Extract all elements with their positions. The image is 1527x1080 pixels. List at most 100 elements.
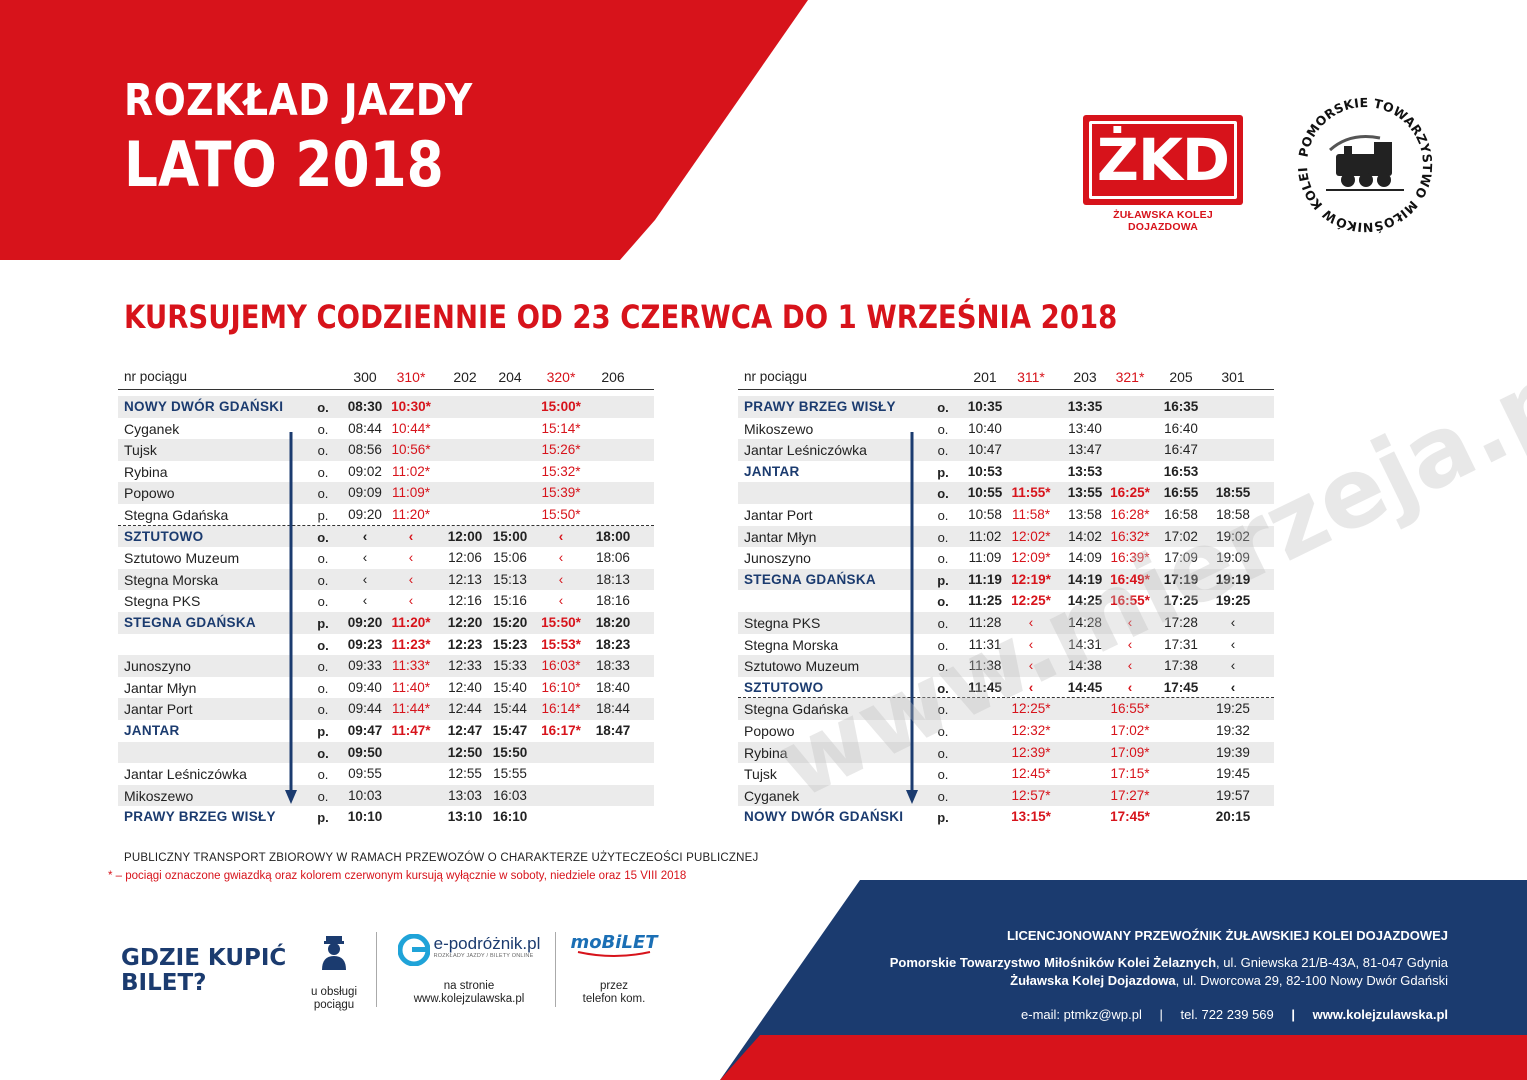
station-name: NOWY DWÓR GDAŃSKI <box>124 399 284 414</box>
arrival-departure-marker: o. <box>937 551 949 567</box>
time-cell: ‹ <box>1127 679 1133 695</box>
where-to-buy-line1: GDZIE KUPIĆ <box>121 945 287 971</box>
time-cell: 11:02 <box>968 528 1002 544</box>
time-cell: 11:38 <box>968 658 1002 674</box>
time-cell: 16:03* <box>541 658 581 674</box>
timetable-row: Cyganek o. 08:44 10:44* 15:14* <box>118 418 654 440</box>
time-cell: 17:15* <box>1110 766 1150 782</box>
page-title-line1: ROZKŁAD JAZDY <box>124 75 473 126</box>
time-cell: 11:23* <box>391 636 431 652</box>
arrival-departure-marker: o. <box>937 659 949 675</box>
time-cell: 12:16 <box>448 593 482 609</box>
time-cell: 16:39* <box>1110 550 1150 566</box>
time-cell: 14:19 <box>1067 571 1103 587</box>
time-cell: 19:32 <box>1216 722 1250 738</box>
time-cell: 16:03 <box>493 787 527 803</box>
time-cell: 13:35 <box>1067 399 1103 414</box>
arrival-departure-marker: o. <box>317 788 329 804</box>
train-number-203: 203 <box>1073 369 1097 385</box>
timetable-right-header: nr pociągu 201 311* 203 321* 205 301 <box>738 364 1274 390</box>
train-number-310: 310* <box>396 369 426 385</box>
time-cell: 15:44 <box>493 701 527 717</box>
train-number-321: 321* <box>1115 369 1145 385</box>
time-cell: 15:33 <box>493 658 527 674</box>
time-cell: 13:40 <box>1068 420 1102 436</box>
time-cell: 17:02 <box>1164 528 1198 544</box>
time-cell: ‹ <box>558 550 564 566</box>
timetable-row: Tujsk o. 12:45* 17:15* 19:45 <box>738 763 1274 785</box>
time-cell: ‹ <box>1127 658 1133 674</box>
time-cell: ‹ <box>408 593 414 609</box>
time-cell: 15:50* <box>541 506 581 522</box>
time-cell: 10:47 <box>968 442 1002 458</box>
time-cell: 19:02 <box>1216 528 1250 544</box>
epodroznik-line2[interactable]: www.kolejzulawska.pl <box>413 993 525 1005</box>
station-name: NOWY DWÓR GDAŃSKI <box>744 809 904 825</box>
org1-line: Pomorskie Towarzystwo Miłośników Kolei Ż… <box>890 955 1448 970</box>
time-cell: 16:35 <box>1163 399 1199 414</box>
time-cell: 09:55 <box>348 766 382 782</box>
email-link[interactable]: e-mail: ptmkz@wp.pl <box>1021 1007 1142 1022</box>
timetable-row: PRAWY BRZEG WISŁY o. 10:35 13:35 16:35 <box>738 396 1274 418</box>
time-cell: 16:53 <box>1163 463 1199 479</box>
arrival-departure-marker: o. <box>317 486 329 502</box>
time-cell: 12:39* <box>1011 744 1051 760</box>
time-cell: 12:23 <box>447 636 483 652</box>
time-cell: ‹ <box>408 528 414 544</box>
arrival-departure-marker: o. <box>317 443 329 459</box>
time-cell: ‹ <box>408 550 414 566</box>
time-cell: 17:02* <box>1110 722 1150 738</box>
station-name: PRAWY BRZEG WISŁY <box>744 399 896 414</box>
time-cell: 11:47* <box>391 722 431 738</box>
time-cell: ‹ <box>558 593 564 609</box>
time-cell: ‹ <box>408 571 414 587</box>
arrival-departure-marker: o. <box>317 767 329 783</box>
station-name: PRAWY BRZEG WISŁY <box>124 809 276 825</box>
station-name: SZTUTOWO <box>744 679 824 695</box>
time-cell: 17:19 <box>1163 571 1199 587</box>
phone-number: tel. 722 239 569 <box>1180 1007 1274 1022</box>
arrival-departure-marker: o. <box>317 572 329 588</box>
time-cell: 10:30* <box>391 399 431 414</box>
arrival-departure-marker: o. <box>937 723 949 739</box>
arrival-departure-marker: o. <box>937 788 949 804</box>
station-name: STEGNA GDAŃSKA <box>124 614 256 630</box>
time-cell: 13:55 <box>1067 485 1103 501</box>
time-cell: 15:32* <box>541 463 581 479</box>
time-cell: 15:55 <box>493 766 527 782</box>
station-name: Popowo <box>124 485 175 502</box>
station-name: Rybina <box>124 463 168 480</box>
timetable-row: Stegna PKS o. 11:28 ‹ 14:28 ‹ 17:28 ‹ <box>738 611 1274 634</box>
time-cell: 10:55 <box>967 485 1003 501</box>
station-name: Stegna Morska <box>124 571 219 588</box>
station-name: Tujsk <box>744 766 777 783</box>
time-cell: ‹ <box>362 571 368 587</box>
timetable-row: Jantar Leśniczówka o. 10:47 13:47 16:47 <box>738 439 1274 461</box>
time-cell: 15:00* <box>541 399 581 414</box>
conductor-line1: u obsługi <box>310 986 358 998</box>
time-cell: 08:56 <box>348 442 382 458</box>
time-cell: ‹ <box>1028 658 1034 674</box>
time-cell: 18:20 <box>595 614 631 630</box>
time-cell: 12:33 <box>448 658 482 674</box>
time-cell: 16:10* <box>541 679 581 695</box>
time-cell: 09:44 <box>348 701 382 717</box>
mobilet-option[interactable]: moBiLET przez telefon kom. <box>562 934 666 1006</box>
arrival-departure-marker: o. <box>937 680 949 696</box>
time-cell: 12:09* <box>1011 550 1051 566</box>
station-name: Stegna Morska <box>744 636 839 653</box>
station-name: Stegna Gdańska <box>124 506 229 523</box>
ptmkz-logo-graphic: POMORSKIE TOWARZYSTWO MIŁOŚNIKÓW KOLEI Ż… <box>1285 78 1435 235</box>
time-cell: ‹ <box>1028 679 1034 695</box>
time-cell: 19:39 <box>1216 744 1250 760</box>
timetable-row: Junoszyno o. 11:09 12:09* 14:09 16:39* 17:09 19… <box>738 547 1274 569</box>
train-number-201: 201 <box>973 369 997 385</box>
epodroznik-option[interactable]: e-podróżnik.pl ROZKŁADY JAZDY / BILETY O… <box>386 934 552 1006</box>
time-cell: 20:15 <box>1215 809 1251 825</box>
time-cell: 19:25 <box>1216 701 1250 717</box>
time-cell: 15:06 <box>493 550 527 566</box>
timetable-row: Sztutowo Muzeum o. 11:38 ‹ 14:38 ‹ 17:38 ‹ <box>738 655 1274 677</box>
station-name: Junoszyno <box>744 550 811 567</box>
website-link[interactable]: www.kolejzulawska.pl <box>1312 1007 1448 1022</box>
station-name: Jantar Młyn <box>124 679 197 696</box>
